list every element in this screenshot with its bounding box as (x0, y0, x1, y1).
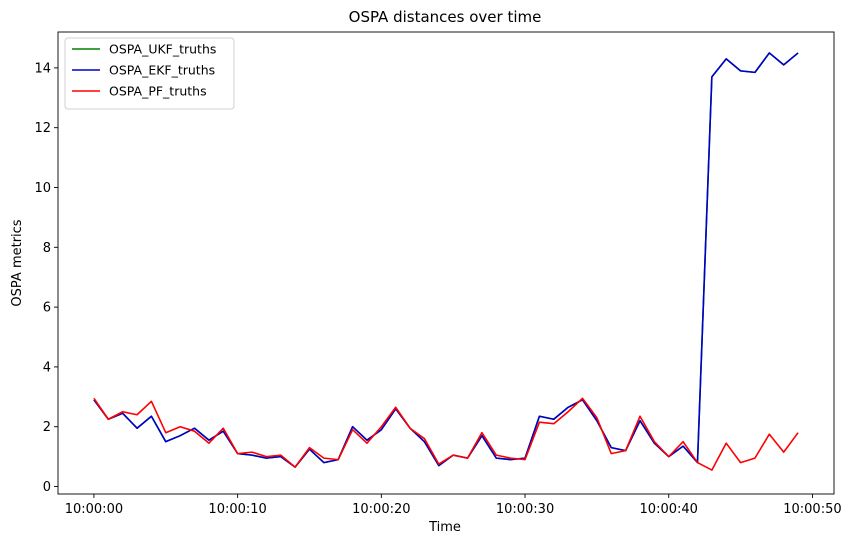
chart-title: OSPA distances over time (349, 8, 542, 26)
x-tick-label: 10:00:10 (208, 502, 266, 517)
x-tick-label: 10:00:50 (783, 502, 841, 517)
series-line-ospa-pf-truths (93, 397, 799, 471)
plot-frame (57, 31, 835, 495)
x-tick-label: 10:00:30 (496, 502, 554, 517)
y-tick-label: 4 (43, 360, 51, 375)
x-axis: 10:00:00 10:00:10 10:00:20 10:00:30 10:00:40… (65, 494, 842, 517)
legend: OSPA_UKF_truths OSPA_EKF_truths OSPA_PF_tr… (64, 37, 235, 110)
y-tick-label: 12 (34, 121, 51, 136)
x-tick-label: 10:00:20 (352, 502, 410, 517)
y-tick-label: 8 (43, 241, 51, 256)
legend-box (64, 37, 235, 110)
y-tick-label: 10 (34, 181, 51, 196)
y-axis-title: OSPA metrics (10, 219, 25, 306)
x-tick-label: 10:00:00 (65, 502, 123, 517)
x-tick-label: 10:00:40 (640, 502, 698, 517)
y-axis: 0 2 4 6 8 10 12 14 (34, 61, 58, 495)
legend-label: OSPA_PF_truths (109, 84, 207, 99)
legend-label: OSPA_EKF_truths (109, 63, 215, 78)
y-tick-label: 14 (34, 61, 51, 76)
legend-label: OSPA_UKF_truths (109, 42, 216, 57)
y-tick-label: 0 (43, 480, 51, 495)
y-tick-label: 2 (43, 420, 51, 435)
y-tick-label: 6 (43, 301, 51, 316)
x-axis-title: Time (428, 520, 461, 535)
series-layer (93, 52, 799, 471)
